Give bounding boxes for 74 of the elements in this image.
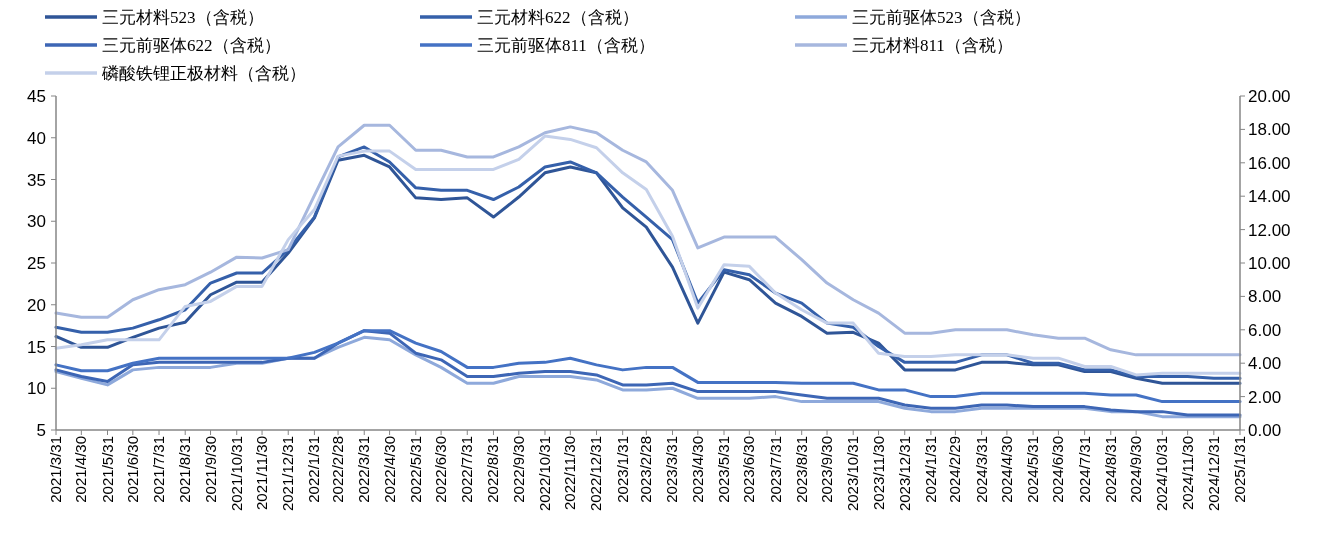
x-tick-label: 2024/12/31 xyxy=(1204,436,1222,512)
legend-label: 三元材料811（含税） xyxy=(852,36,1013,55)
x-tick-label: 2021/10/31 xyxy=(227,436,245,512)
x-tick-label: 2024/6/30 xyxy=(1049,436,1067,503)
x-tick-label: 2024/2/29 xyxy=(946,436,964,503)
legend-label: 三元前驱体811（含税） xyxy=(477,36,655,55)
x-tick-label: 2021/6/30 xyxy=(123,436,141,503)
x-tick-label: 2021/7/31 xyxy=(150,436,168,503)
y-tick-label: 30 xyxy=(27,212,46,232)
y2-tick-label: 12.00 xyxy=(1248,220,1291,240)
x-tick-label: 2023/12/31 xyxy=(895,436,913,512)
y2-tick-label: 14.00 xyxy=(1248,187,1291,207)
legend-label: 磷酸铁锂正极材料（含税） xyxy=(101,64,306,83)
legend-label: 三元材料622（含税） xyxy=(477,8,639,27)
y-tick-label: 40 xyxy=(27,128,46,148)
x-tick-label: 2024/7/31 xyxy=(1075,436,1093,503)
x-tick-label: 2023/2/28 xyxy=(637,436,655,503)
x-tick-label: 2022/8/31 xyxy=(484,436,502,503)
x-tick-label: 2024/8/31 xyxy=(1101,436,1119,503)
x-tick-label: 2023/11/30 xyxy=(869,436,887,510)
y2-tick-label: 6.00 xyxy=(1248,320,1282,340)
x-tick-label: 2022/1/31 xyxy=(305,436,323,503)
x-tick-label: 2024/11/30 xyxy=(1178,436,1196,510)
x-tick-label: 2022/2/28 xyxy=(329,436,347,503)
x-tick-label: 2022/7/31 xyxy=(458,436,476,503)
x-tick-label: 2024/5/31 xyxy=(1024,436,1042,503)
y2-tick-label: 10.00 xyxy=(1248,254,1291,273)
x-tick-label: 2023/5/31 xyxy=(715,436,733,503)
x-tick-label: 2023/10/31 xyxy=(844,436,862,512)
x-tick-label: 2021/11/30 xyxy=(253,436,271,510)
y2-tick-label: 20.00 xyxy=(1248,87,1291,106)
legend-label: 三元前驱体523（含税） xyxy=(852,8,1031,27)
x-tick-label: 2025/1/31 xyxy=(1231,436,1248,503)
x-tick-label: 2023/1/31 xyxy=(613,436,631,503)
y-tick-label: 35 xyxy=(27,170,46,190)
y2-tick-label: 18.00 xyxy=(1248,120,1291,140)
x-tick-label: 2024/4/30 xyxy=(997,436,1015,503)
x-tick-label: 2021/5/31 xyxy=(98,436,116,503)
x-tick-label: 2024/9/30 xyxy=(1127,436,1145,503)
x-tick-label: 2023/4/30 xyxy=(688,436,706,503)
x-tick-label: 2021/12/31 xyxy=(279,436,297,512)
x-tick-label: 2022/9/30 xyxy=(509,436,527,503)
legend-label: 三元材料523（含税） xyxy=(102,8,264,27)
y-tick-label: 5 xyxy=(36,421,46,440)
x-tick-label: 2021/4/30 xyxy=(72,436,90,503)
x-tick-label: 2021/9/30 xyxy=(201,436,219,503)
y-tick-label: 45 xyxy=(27,87,46,106)
y-tick-label: 15 xyxy=(27,337,46,357)
x-tick-label: 2022/10/31 xyxy=(535,436,553,512)
x-tick-label: 2023/6/30 xyxy=(740,436,758,503)
y-tick-label: 10 xyxy=(27,379,46,399)
x-tick-label: 2024/1/31 xyxy=(921,436,939,503)
y2-tick-label: 4.00 xyxy=(1248,354,1282,374)
y2-tick-label: 8.00 xyxy=(1248,287,1282,307)
x-tick-label: 2023/9/30 xyxy=(818,436,836,503)
y2-tick-label: 16.00 xyxy=(1248,153,1291,173)
x-tick-label: 2022/4/30 xyxy=(380,436,398,503)
x-tick-label: 2024/10/31 xyxy=(1153,436,1171,512)
x-tick-label: 2022/11/30 xyxy=(561,436,579,510)
x-tick-label: 2023/3/31 xyxy=(663,436,681,503)
x-tick-label: 2021/8/31 xyxy=(176,436,194,503)
y2-tick-label: 0.00 xyxy=(1248,421,1282,440)
x-tick-label: 2023/8/31 xyxy=(792,436,810,503)
y-tick-label: 20 xyxy=(27,295,46,315)
x-tick-label: 2021/3/31 xyxy=(47,436,64,503)
y-tick-label: 25 xyxy=(27,254,46,273)
x-tick-label: 2024/3/31 xyxy=(972,436,990,503)
x-tick-label: 2022/3/31 xyxy=(355,436,373,503)
legend-label: 三元前驱体622（含税） xyxy=(102,36,281,55)
x-tick-label: 2022/5/31 xyxy=(406,436,424,503)
x-tick-label: 2023/7/31 xyxy=(766,436,784,503)
x-tick-label: 2022/12/31 xyxy=(587,436,605,512)
x-tick-label: 2022/6/30 xyxy=(432,436,450,503)
y2-tick-label: 2.00 xyxy=(1248,387,1282,407)
